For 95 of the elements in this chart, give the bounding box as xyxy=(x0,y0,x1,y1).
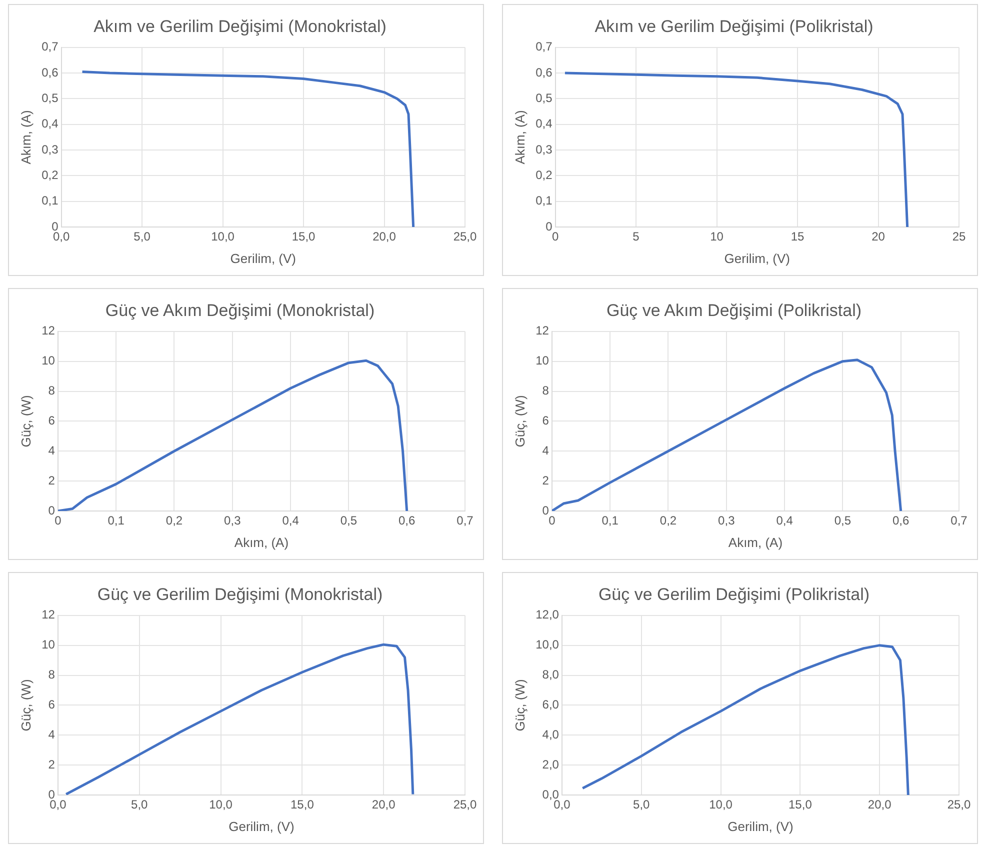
y-tick-label: 6 xyxy=(48,414,56,428)
x-tick-label: 5,0 xyxy=(633,798,650,812)
x-tick-label: 15,0 xyxy=(290,798,314,812)
y-tick-label: 0,5 xyxy=(536,91,553,106)
x-tick-label: 15,0 xyxy=(292,230,316,244)
y-tick-label: 4 xyxy=(542,443,550,458)
x-tick-label: 0,1 xyxy=(602,514,619,528)
y-tick-label: 6,0 xyxy=(542,698,560,712)
x-axis-title: Akım, (A) xyxy=(234,534,289,550)
x-tick-label: 25 xyxy=(952,230,966,244)
x-axis-title: Gerilim, (V) xyxy=(724,250,790,266)
y-tick-label: 4 xyxy=(48,443,56,458)
x-tick-label: 0,6 xyxy=(892,514,910,528)
y-tick-label: 8 xyxy=(48,668,56,682)
x-tick-label: 20,0 xyxy=(372,798,396,812)
x-tick-label: 0,6 xyxy=(398,514,416,528)
y-tick-label: 0,6 xyxy=(42,65,59,80)
x-axis-title: Gerilim, (V) xyxy=(230,250,296,266)
y-axis-title: Güç, (W) xyxy=(512,679,528,732)
y-tick-label: 2 xyxy=(542,473,550,488)
x-tick-label: 5,0 xyxy=(134,230,151,244)
y-tick-label: 12,0 xyxy=(536,608,560,622)
y-tick-label: 12 xyxy=(42,324,56,338)
x-tick-label: 0,7 xyxy=(950,514,968,528)
x-tick-label: 0,5 xyxy=(834,514,852,528)
x-tick-label: 0,3 xyxy=(718,514,736,528)
y-tick-label: 0,2 xyxy=(42,168,59,182)
x-tick-label: 5 xyxy=(632,230,640,244)
x-tick-label: 25,0 xyxy=(453,230,477,244)
y-tick-label: 0,1 xyxy=(536,194,553,208)
x-tick-label: 20,0 xyxy=(372,230,396,244)
y-tick-label: 0,3 xyxy=(536,142,553,156)
y-tick-label: 4,0 xyxy=(542,727,560,742)
y-tick-label: 0,5 xyxy=(42,91,59,106)
x-axis-title: Gerilim, (V) xyxy=(728,818,794,834)
x-axis-title: Gerilim, (V) xyxy=(228,818,294,834)
y-tick-label: 8 xyxy=(542,384,550,398)
y-tick-label: 6 xyxy=(542,414,550,428)
y-tick-label: 0 xyxy=(546,219,553,234)
y-tick-label: 0,3 xyxy=(42,142,59,156)
y-tick-label: 0,4 xyxy=(42,116,59,131)
y-axis-title: Güç, (W) xyxy=(18,679,34,732)
y-tick-label: 2,0 xyxy=(542,757,560,772)
y-tick-label: 10 xyxy=(42,354,56,368)
chart-title: Akım ve Gerilim Değişimi (Polikristal) xyxy=(594,16,874,36)
y-tick-label: 0,6 xyxy=(536,65,553,80)
x-tick-label: 0,1 xyxy=(108,514,125,528)
chart-title: Güç ve Gerilim Değişimi (Monokristal) xyxy=(97,584,383,604)
y-tick-label: 2 xyxy=(48,757,56,772)
y-tick-label: 0 xyxy=(48,503,56,518)
y-tick-label: 8,0 xyxy=(542,668,560,682)
x-tick-label: 25,0 xyxy=(947,798,971,812)
y-tick-label: 12 xyxy=(42,608,56,622)
y-tick-label: 10 xyxy=(42,638,56,652)
y-tick-label: 8 xyxy=(48,384,56,398)
x-tick-label: 0,4 xyxy=(776,514,794,528)
y-tick-label: 0,4 xyxy=(536,116,553,131)
x-tick-label: 5,0 xyxy=(131,798,148,812)
x-tick-label: 15 xyxy=(790,230,805,244)
x-tick-label: 0,2 xyxy=(660,514,677,528)
x-tick-label: 10,0 xyxy=(709,798,733,812)
x-tick-label: 25,0 xyxy=(453,798,477,812)
x-tick-label: 20,0 xyxy=(868,798,892,812)
x-tick-label: 10,0 xyxy=(211,230,235,244)
x-tick-label: 0,3 xyxy=(224,514,242,528)
x-tick-label: 10 xyxy=(710,230,724,244)
x-tick-label: 0,5 xyxy=(340,514,358,528)
y-tick-label: 10 xyxy=(536,354,550,368)
y-tick-label: 0,7 xyxy=(42,40,59,54)
x-tick-label: 0,7 xyxy=(456,514,474,528)
chart-title: Güç ve Gerilim Değişimi (Polikristal) xyxy=(598,584,870,604)
y-tick-label: 6 xyxy=(48,698,56,712)
y-tick-label: 10,0 xyxy=(536,638,560,652)
y-tick-label: 0 xyxy=(542,503,550,518)
x-tick-label: 0,2 xyxy=(166,514,183,528)
y-axis-title: Akım, (A) xyxy=(512,110,528,164)
y-tick-label: 4 xyxy=(48,727,56,742)
x-tick-label: 10,0 xyxy=(209,798,233,812)
y-tick-label: 2 xyxy=(48,473,56,488)
y-tick-label: 0,7 xyxy=(536,40,553,54)
y-tick-label: 0 xyxy=(48,787,56,802)
y-tick-label: 12 xyxy=(536,324,550,338)
chart-title: Akım ve Gerilim Değişimi (Monokristal) xyxy=(94,16,386,36)
y-tick-label: 0,2 xyxy=(536,168,553,182)
chart-title: Güç ve Akım Değişimi (Polikristal) xyxy=(606,300,862,320)
x-tick-label: 15,0 xyxy=(788,798,812,812)
chart-title: Güç ve Akım Değişimi (Monokristal) xyxy=(105,300,375,320)
y-axis-title: Güç, (W) xyxy=(512,395,528,448)
y-tick-label: 0 xyxy=(52,219,59,234)
y-axis-title: Güç, (W) xyxy=(18,395,34,448)
x-axis-title: Akım, (A) xyxy=(728,534,783,550)
x-tick-label: 0,4 xyxy=(282,514,300,528)
y-axis-title: Akım, (A) xyxy=(18,110,34,164)
y-tick-label: 0,1 xyxy=(42,194,59,208)
x-tick-label: 20 xyxy=(872,230,886,244)
